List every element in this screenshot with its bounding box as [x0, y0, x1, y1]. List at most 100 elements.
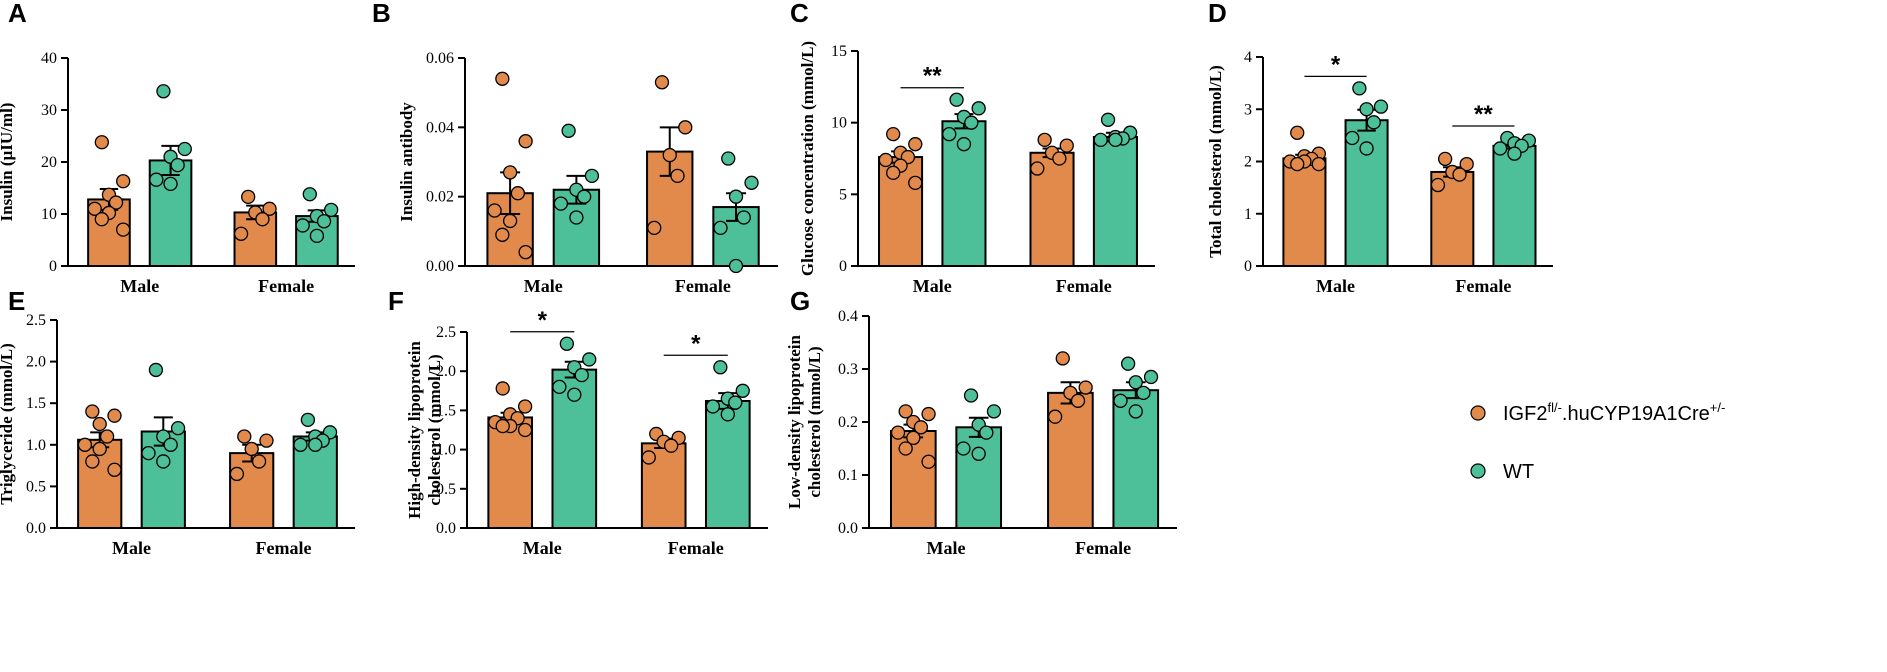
data-point [170, 157, 185, 173]
data-point [921, 454, 936, 469]
x-category-label: Male [523, 538, 562, 558]
y-tick-label: 0.5 [436, 481, 456, 498]
y-tick-label: 0.00 [426, 258, 454, 275]
y-tick-label: 0.0 [26, 520, 46, 537]
data-point [517, 422, 533, 438]
chart-panel-f: F High-density lipoprotein cholesterol (mm… [388, 286, 768, 558]
legend: IGF2fl/-.huCYP19A1Cre+/- WT [1470, 400, 1725, 483]
data-point [1373, 99, 1389, 114]
data-point [662, 147, 677, 163]
data-point [942, 126, 957, 142]
data-point [913, 420, 929, 435]
data-point [495, 381, 510, 396]
data-point [641, 450, 656, 465]
data-point [878, 152, 893, 168]
significance-label: * [538, 307, 548, 334]
data-point [251, 454, 267, 469]
data-point [116, 174, 131, 189]
y-tick-label: 1 [1244, 206, 1252, 223]
data-point [569, 210, 584, 225]
data-point [886, 126, 901, 142]
y-axis-label: Triglyceride (mmol/L) [0, 343, 16, 505]
data-point [664, 438, 679, 453]
data-point [77, 437, 93, 452]
data-point [94, 135, 109, 150]
data-point [518, 134, 533, 149]
data-point [1059, 138, 1074, 153]
data-point [1366, 115, 1381, 130]
panel-letter: D [1208, 0, 1227, 28]
y-axis-label: Low-density lipoprotein [785, 334, 804, 509]
data-point [898, 404, 913, 419]
data-point [956, 137, 972, 152]
bar [1092, 136, 1138, 267]
data-point [728, 395, 743, 410]
y-tick-label: 0.0 [838, 520, 858, 537]
data-point [85, 454, 100, 469]
legend-label-ko: IGF2fl/-.huCYP19A1Cre+/- [1503, 400, 1725, 425]
data-point [495, 227, 510, 242]
data-point [262, 201, 277, 216]
data-point [1290, 125, 1305, 140]
data-point [1047, 409, 1063, 424]
data-point [908, 137, 923, 152]
y-tick-label: 30 [41, 102, 57, 119]
y-tick-label: 0.0 [436, 520, 456, 537]
y-tick-label: 0.02 [426, 189, 454, 206]
data-point [971, 446, 986, 461]
data-point [559, 336, 574, 351]
bar [1492, 144, 1537, 267]
bar [878, 156, 924, 267]
data-point [244, 441, 259, 457]
data-point [1136, 385, 1151, 401]
x-category-label: Female [1455, 276, 1511, 296]
y-tick-label: 1.0 [26, 437, 46, 454]
data-point [85, 404, 100, 419]
y-tick-label: 10 [41, 206, 57, 223]
significance-label: * [1331, 51, 1341, 78]
significance-label: ** [1474, 101, 1493, 128]
data-point [107, 408, 122, 423]
data-point [908, 175, 923, 191]
y-axis-label: cholesterol (mmol/L) [425, 354, 444, 505]
data-point [241, 189, 256, 204]
data-point [670, 168, 685, 184]
data-point [149, 172, 164, 187]
y-axis-label: Glucose concentration (mmol/L) [798, 41, 817, 276]
data-point [1290, 156, 1305, 172]
data-point [163, 176, 178, 191]
data-point [963, 388, 979, 403]
x-category-label: Male [524, 276, 563, 296]
data-point [308, 437, 323, 452]
x-category-label: Female [668, 538, 724, 558]
data-point [898, 441, 913, 456]
y-tick-label: 20 [41, 154, 57, 171]
y-axis-label: High-density lipoprotein [405, 341, 424, 519]
y-tick-label: 1.0 [436, 442, 456, 459]
data-point [971, 101, 986, 116]
data-point [1492, 141, 1508, 156]
data-point [1078, 380, 1093, 395]
data-point [1100, 112, 1116, 127]
panel-letter: G [790, 286, 810, 316]
data-point [956, 441, 971, 456]
y-tick-label: 15 [831, 43, 847, 60]
bar [229, 452, 275, 529]
data-point [177, 141, 192, 157]
data-point [713, 220, 728, 236]
data-point [156, 454, 171, 469]
data-point [116, 222, 131, 237]
panel-letter: E [8, 286, 25, 316]
bar [704, 399, 751, 530]
data-point [1113, 393, 1128, 408]
x-category-label: Male [913, 276, 952, 296]
data-point [502, 213, 518, 229]
significance-label: * [691, 330, 701, 357]
chart-panel-g: G Low-density lipoprotein cholesterol (mmo… [785, 286, 1177, 558]
x-category-label: Female [675, 276, 731, 296]
data-point [1093, 132, 1108, 148]
data-point [906, 430, 921, 446]
y-tick-label: 0 [1244, 258, 1252, 275]
data-point [1070, 393, 1086, 408]
